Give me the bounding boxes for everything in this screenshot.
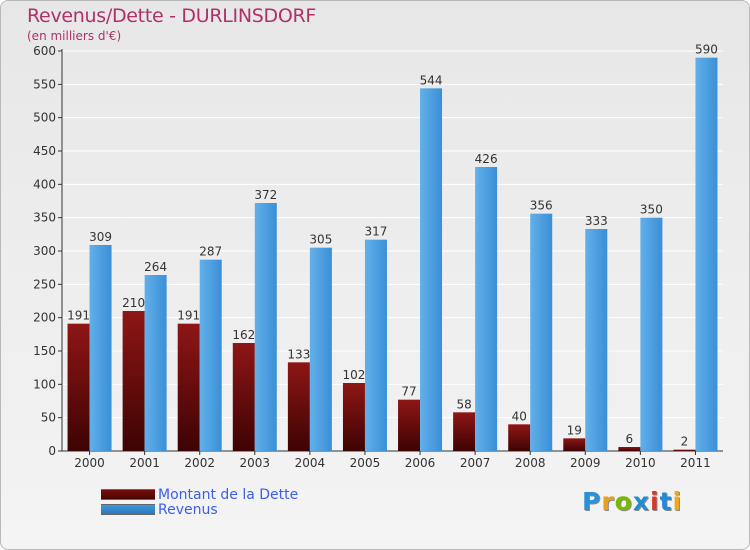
data-label: 19 — [567, 423, 582, 437]
data-label: 333 — [585, 214, 608, 228]
bar-dette — [508, 424, 531, 451]
bar-revenus — [89, 245, 112, 451]
legend-label-dette: Montant de la Dette — [158, 486, 299, 503]
legend-swatch-dette — [101, 489, 155, 500]
bar-revenus — [640, 217, 663, 451]
bar-revenus — [199, 259, 222, 451]
data-label: 58 — [456, 397, 471, 411]
x-tick-label: 2008 — [515, 456, 546, 470]
data-label: 287 — [199, 245, 222, 259]
bar-dette — [618, 447, 641, 451]
y-tick-label: 300 — [33, 244, 56, 258]
data-label: 102 — [343, 368, 366, 382]
x-tick-label: 2007 — [460, 456, 491, 470]
bar-revenus — [309, 247, 332, 451]
bar-dette — [122, 311, 145, 451]
bar-revenus — [530, 213, 553, 451]
logo-letter: P — [582, 487, 602, 516]
data-label: 305 — [309, 233, 332, 247]
chart-subtitle: (en milliers d'€) — [27, 29, 122, 43]
x-tick-label: 2006 — [405, 456, 436, 470]
data-label: 350 — [640, 203, 663, 217]
data-label: 191 — [67, 309, 90, 323]
bar-dette — [177, 323, 200, 451]
bar-dette — [453, 412, 476, 451]
x-tick-label: 2010 — [625, 456, 656, 470]
y-tick-label: 400 — [33, 177, 56, 191]
proxiti-logo: Proxiti — [582, 487, 682, 516]
logo-letter: o — [614, 487, 633, 516]
bar-revenus — [364, 239, 387, 451]
bar-revenus — [254, 203, 277, 451]
x-tick-label: 2000 — [74, 456, 105, 470]
bar-dette — [287, 362, 310, 451]
bar-dette — [67, 323, 90, 451]
data-label: 77 — [401, 385, 416, 399]
bar-dette — [342, 383, 365, 451]
bar-dette — [673, 449, 696, 451]
logo-letter: t — [659, 487, 673, 516]
y-tick-label: 50 — [41, 411, 56, 425]
x-tick-label: 2011 — [680, 456, 711, 470]
x-tick-label: 2009 — [570, 456, 601, 470]
chart-title: Revenus/Dette - DURLINSDORF — [27, 5, 317, 27]
data-label: 317 — [365, 225, 388, 239]
bar-dette — [398, 399, 421, 451]
data-label: 6 — [626, 432, 634, 446]
y-tick-label: 450 — [33, 144, 56, 158]
logo-letter: i — [650, 487, 660, 516]
y-tick-label: 150 — [33, 344, 56, 358]
y-tick-label: 0 — [48, 444, 56, 458]
data-label: 264 — [144, 260, 167, 274]
bar-revenus — [144, 275, 167, 451]
data-label: 2 — [681, 435, 689, 449]
y-tick-label: 600 — [33, 44, 56, 58]
legend-swatch-revenus — [101, 504, 155, 515]
data-label: 210 — [122, 296, 145, 310]
data-label: 426 — [475, 152, 498, 166]
y-tick-label: 200 — [33, 311, 56, 325]
x-tick-label: 2004 — [295, 456, 326, 470]
x-tick-label: 2005 — [350, 456, 381, 470]
legend-item-revenus: Revenus — [101, 502, 298, 517]
bar-revenus — [585, 229, 608, 451]
chart-legend: Montant de la Dette Revenus — [101, 487, 298, 517]
data-label: 162 — [232, 328, 255, 342]
y-tick-label: 100 — [33, 377, 56, 391]
x-tick-label: 2003 — [240, 456, 271, 470]
legend-item-dette: Montant de la Dette — [101, 487, 298, 502]
bar-revenus — [475, 167, 498, 451]
y-tick-label: 250 — [33, 277, 56, 291]
logo-letter: i — [672, 487, 683, 516]
bar-revenus — [420, 88, 443, 451]
data-label: 544 — [420, 73, 443, 87]
logo-letter: x — [632, 487, 650, 516]
data-label: 133 — [287, 347, 310, 361]
logo-letter: r — [601, 487, 615, 516]
data-label: 356 — [530, 199, 553, 213]
bar-dette — [232, 343, 255, 451]
y-tick-label: 350 — [33, 211, 56, 225]
bar-dette — [563, 438, 586, 451]
data-label: 191 — [177, 309, 200, 323]
y-tick-label: 550 — [33, 77, 56, 91]
data-label: 590 — [695, 43, 718, 57]
x-tick-label: 2002 — [184, 456, 215, 470]
y-tick-label: 500 — [33, 111, 56, 125]
data-label: 309 — [89, 230, 112, 244]
legend-label-revenus: Revenus — [158, 501, 218, 518]
x-tick-label: 2001 — [129, 456, 160, 470]
data-label: 40 — [512, 409, 527, 423]
data-label: 372 — [254, 188, 277, 202]
bar-revenus — [695, 57, 718, 452]
